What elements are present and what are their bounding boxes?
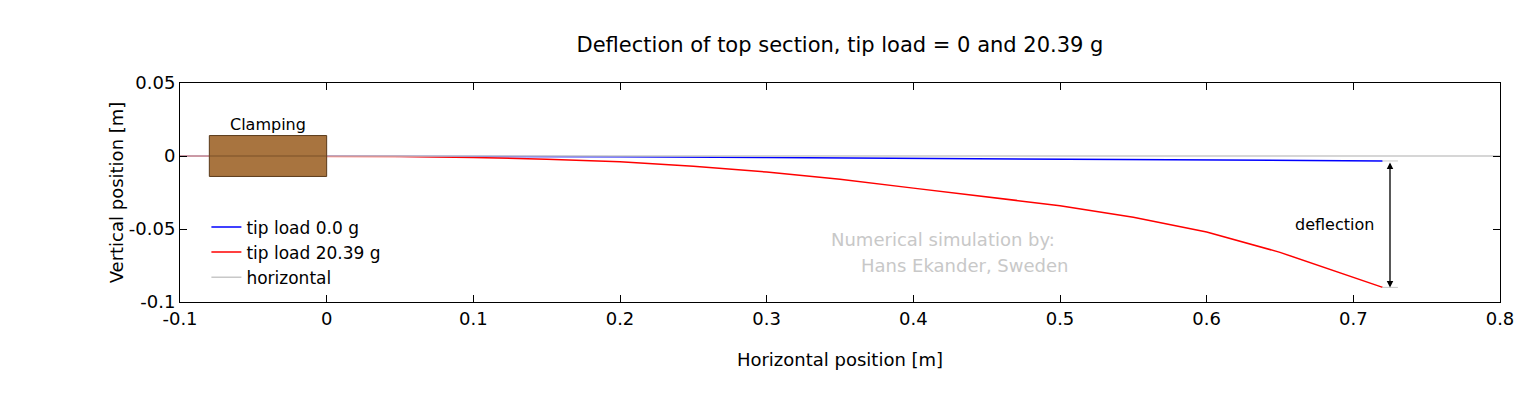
svg-text:Horizontal position [m]: Horizontal position [m] [737,349,943,370]
svg-text:horizontal: horizontal [246,268,331,288]
svg-text:0: 0 [321,308,332,329]
svg-text:-0.05: -0.05 [129,218,176,239]
svg-text:0.3: 0.3 [752,308,781,329]
svg-text:0.8: 0.8 [1486,308,1515,329]
svg-text:tip load 20.39 g: tip load 20.39 g [246,243,380,263]
svg-text:0.2: 0.2 [606,308,635,329]
svg-text:Clamping: Clamping [230,115,306,134]
svg-text:0.5: 0.5 [1046,308,1075,329]
svg-text:0.05: 0.05 [135,72,175,93]
svg-text:0.1: 0.1 [459,308,488,329]
svg-text:deflection: deflection [1295,215,1374,234]
svg-text:0: 0 [164,145,175,166]
svg-text:-0.1: -0.1 [162,308,197,329]
svg-text:0.6: 0.6 [1192,308,1221,329]
svg-text:0.4: 0.4 [899,308,928,329]
svg-text:-0.1: -0.1 [140,291,175,312]
svg-text:Hans Ekander, Sweden: Hans Ekander, Sweden [861,255,1068,276]
svg-text:tip load 0.0 g: tip load 0.0 g [246,218,359,238]
svg-text:0.7: 0.7 [1339,308,1368,329]
svg-text:Deflection of top section, tip: Deflection of top section, tip load = 0 … [577,33,1104,57]
svg-text:Numerical simulation by:: Numerical simulation by: [831,229,1055,250]
svg-text:Vertical position [m]: Vertical position [m] [106,102,127,284]
